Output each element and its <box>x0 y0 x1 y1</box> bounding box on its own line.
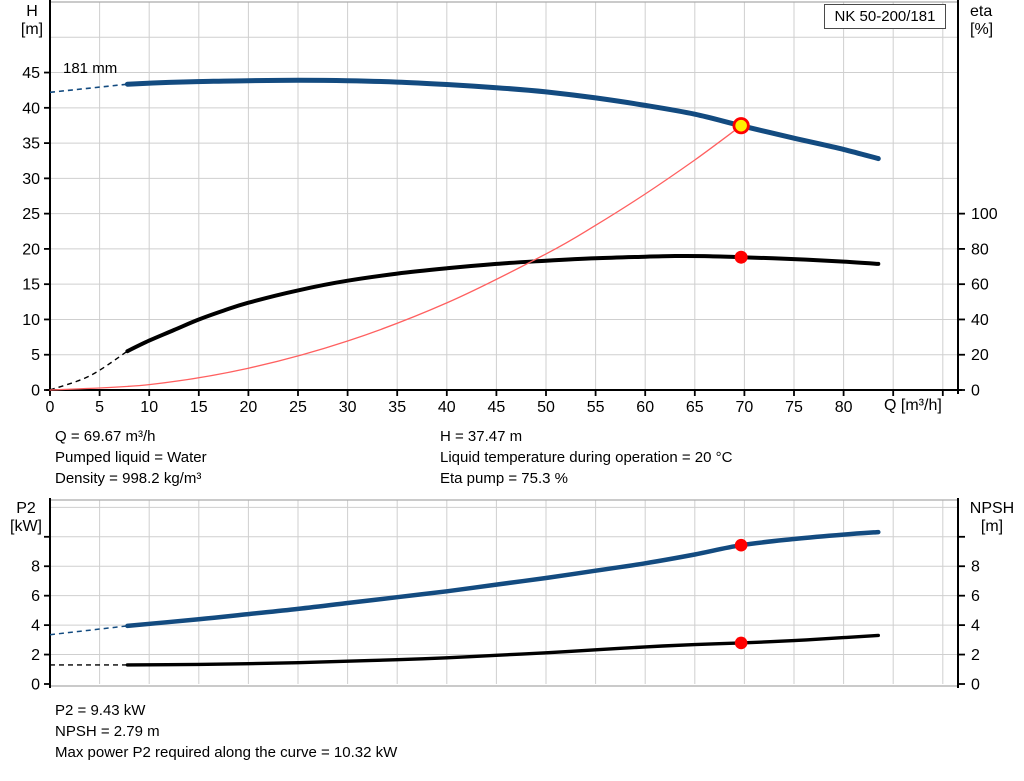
x-tick-label: 65 <box>686 399 704 416</box>
y-left-tick-label: 15 <box>22 277 40 294</box>
y-right-tick-label: 40 <box>971 312 989 329</box>
y-left-tick-label: 8 <box>31 559 40 576</box>
chart-0-axes <box>46 0 962 394</box>
chart-0-tick-labels: 0 5 10 15 20 25 30 35 40 45 50 55 60 65 70 75 80 0 5 10 15 20… <box>22 65 998 416</box>
eta-axis-title-line2: [%] <box>970 21 994 38</box>
info-maxpower: Max power P2 required along the curve = … <box>55 744 398 761</box>
y-left-tick-label: 35 <box>22 136 40 153</box>
y-right-tick-label: 0 <box>971 677 980 694</box>
info-temperature: Liquid temperature during operation = 20… <box>440 449 733 466</box>
info-p2: P2 = 9.43 kW <box>55 702 146 719</box>
power-p2-curve-dashed-extension <box>49 625 128 636</box>
info-head: H = 37.47 m <box>440 428 523 445</box>
x-tick-label: 80 <box>835 399 853 416</box>
x-tick-label: 35 <box>388 399 406 416</box>
npsh-point-marker <box>734 636 748 650</box>
chart-1-grid <box>50 499 958 687</box>
y-left-tick-label: 20 <box>22 241 40 258</box>
info-density: Density = 998.2 kg/m³ <box>55 470 202 487</box>
y-left-tick-label: 5 <box>31 347 40 364</box>
npsh-axis-title: NPSH [m] <box>964 500 1020 536</box>
y-left-tick-label: 2 <box>31 647 40 664</box>
npsh-axis-title-line1: NPSH <box>969 500 1015 517</box>
y-left-tick-label: 0 <box>31 677 40 694</box>
x-tick-label: 60 <box>636 399 654 416</box>
info-flow: Q = 69.67 m³/h <box>55 428 156 445</box>
y-right-tick-label: 2 <box>971 647 980 664</box>
chart-1-markers <box>734 538 748 650</box>
power-info-block: P2 = 9.43 kW NPSH = 2.79 m Max power P2 … <box>55 700 397 763</box>
chart-1-tick-labels: 0 2 4 6 8 0 2 4 6 8 <box>31 535 980 694</box>
eta-axis-title-line1: eta <box>970 3 993 20</box>
x-tick-label: 15 <box>190 399 208 416</box>
p2-axis-title-line1: P2 <box>16 500 36 517</box>
x-tick-label: 75 <box>785 399 803 416</box>
info-eta: Eta pump = 75.3 % <box>440 470 568 487</box>
y-left-tick-label: 0 <box>31 383 40 400</box>
pump-model-badge: NK 50-200/181 <box>824 4 946 29</box>
y-left-tick-label: 40 <box>22 100 40 117</box>
y-right-tick-label: 6 <box>971 588 980 605</box>
chart-1-axes <box>49 498 959 688</box>
y-left-tick-label: 30 <box>22 171 40 188</box>
head-axis-title-line1: H <box>26 3 38 20</box>
x-tick-label: 0 <box>46 399 55 416</box>
info-liquid: Pumped liquid = Water <box>55 449 207 466</box>
power-p2-curve <box>125 529 881 629</box>
chart-1-series-npsh <box>50 633 880 667</box>
y-right-tick-label: 0 <box>971 383 980 400</box>
head-181mm-curve-dashed-extension <box>49 83 128 94</box>
x-tick-label: 45 <box>488 399 506 416</box>
x-tick-label: 5 <box>95 399 104 416</box>
x-tick-label: 30 <box>339 399 357 416</box>
chart-0-series-head-181mm <box>49 77 881 162</box>
npsh-axis-title-line2: [m] <box>980 518 1004 535</box>
y-left-tick-label: 25 <box>22 206 40 223</box>
y-right-tick-label: 60 <box>971 277 989 294</box>
x-tick-label: 50 <box>537 399 555 416</box>
flow-axis-title: Q [m³/h] <box>884 397 942 414</box>
y-right-tick-label: 100 <box>971 206 998 223</box>
p2-axis-title: P2 [kW] <box>5 500 47 536</box>
x-tick-label: 25 <box>289 399 307 416</box>
y-right-tick-label: 8 <box>971 559 980 576</box>
system-curve-curve <box>49 125 742 391</box>
p2-point-marker <box>734 538 748 552</box>
chart-0-series-efficiency <box>49 253 881 391</box>
impeller-diameter-label: 181 mm <box>63 60 118 77</box>
y-left-tick-label: 10 <box>22 312 40 329</box>
y-right-tick-label: 80 <box>971 241 989 258</box>
x-tick-label: 55 <box>587 399 605 416</box>
npsh-curve <box>125 633 880 667</box>
chart-0-markers <box>732 117 750 264</box>
x-tick-label: 40 <box>438 399 456 416</box>
info-npsh: NPSH = 2.79 m <box>55 723 160 740</box>
chart-1-series-power-p2 <box>49 529 881 636</box>
duty-info-column-1: Q = 69.67 m³/h Pumped liquid = Water Den… <box>55 426 207 489</box>
eta-axis-title: eta [%] <box>970 3 1020 39</box>
p2-axis-title-line2: [kW] <box>10 518 42 535</box>
duty-info-column-2: H = 37.47 m Liquid temperature during op… <box>440 426 732 489</box>
y-left-tick-label: 4 <box>31 618 40 635</box>
efficiency-curve <box>125 253 881 354</box>
x-tick-label: 70 <box>736 399 754 416</box>
head-181mm-curve <box>124 77 881 162</box>
head-axis-title-line2: [m] <box>20 21 44 38</box>
chart-0-series-system-curve <box>49 125 742 391</box>
duty-point-marker <box>732 117 750 135</box>
y-right-tick-label: 20 <box>971 347 989 364</box>
efficiency-curve-dashed-extension <box>49 350 128 391</box>
y-right-tick-label: 4 <box>971 618 980 635</box>
x-tick-label: 10 <box>140 399 158 416</box>
chart-0-grid <box>50 1 958 390</box>
x-tick-label: 20 <box>240 399 258 416</box>
eta-point-marker <box>734 250 748 264</box>
head-axis-title: H [m] <box>14 3 50 39</box>
y-left-tick-label: 45 <box>22 65 40 82</box>
y-left-tick-label: 6 <box>31 588 40 605</box>
